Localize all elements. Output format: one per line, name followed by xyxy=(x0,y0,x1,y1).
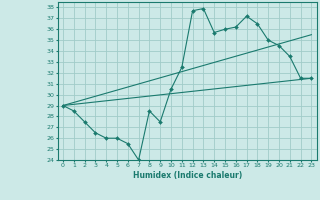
X-axis label: Humidex (Indice chaleur): Humidex (Indice chaleur) xyxy=(132,171,242,180)
